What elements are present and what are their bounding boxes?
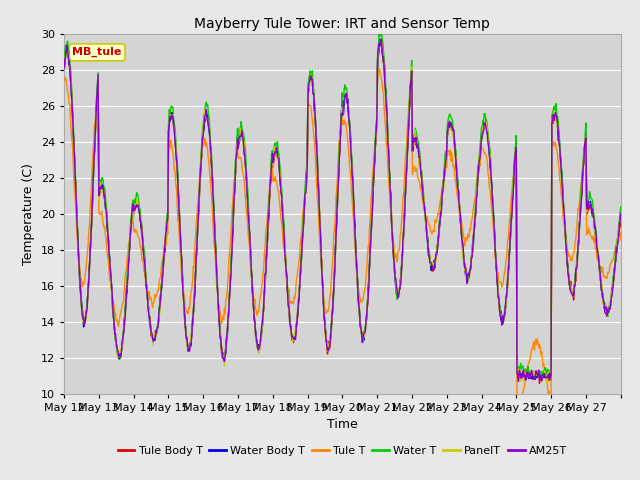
- Water T: [276, 166, 284, 171]
- AM25T: [515, 379, 522, 384]
- PanelT: [401, 217, 408, 223]
- Water Body T: [228, 250, 236, 255]
- Tule T: [401, 173, 408, 179]
- AM25T: [255, 344, 263, 350]
- PanelT: [377, 36, 385, 42]
- Tule Body T: [255, 349, 263, 355]
- PanelT: [543, 381, 551, 386]
- Tule T: [374, 66, 381, 72]
- Line: Tule Body T: Tule Body T: [64, 42, 621, 383]
- Water T: [378, 30, 385, 36]
- Water T: [531, 374, 538, 380]
- Water Body T: [543, 376, 550, 382]
- Water Body T: [376, 36, 383, 42]
- AM25T: [228, 252, 236, 258]
- Tule T: [276, 208, 284, 214]
- Tule Body T: [378, 39, 385, 45]
- Text: MB_tule: MB_tule: [72, 47, 122, 58]
- Tule Body T: [125, 250, 133, 255]
- Title: Mayberry Tule Tower: IRT and Sensor Temp: Mayberry Tule Tower: IRT and Sensor Temp: [195, 17, 490, 31]
- Water Body T: [401, 216, 408, 222]
- PanelT: [255, 348, 263, 354]
- Water T: [125, 240, 133, 246]
- Line: Water T: Water T: [64, 33, 621, 377]
- Tule Body T: [228, 246, 236, 252]
- Tule T: [228, 217, 236, 223]
- AM25T: [617, 211, 625, 217]
- PanelT: [125, 244, 133, 250]
- Water Body T: [432, 257, 440, 263]
- Water T: [228, 249, 236, 254]
- PanelT: [228, 247, 236, 252]
- PanelT: [432, 255, 440, 261]
- Tule Body T: [60, 66, 68, 72]
- Tule T: [432, 219, 440, 225]
- Water Body T: [125, 248, 133, 254]
- Water T: [617, 204, 625, 210]
- AM25T: [432, 255, 440, 261]
- AM25T: [276, 179, 284, 185]
- Y-axis label: Temperature (C): Temperature (C): [22, 163, 35, 264]
- Line: PanelT: PanelT: [64, 39, 621, 384]
- Line: Tule T: Tule T: [64, 69, 621, 408]
- Tule T: [125, 239, 133, 244]
- X-axis label: Time: Time: [327, 418, 358, 431]
- Tule Body T: [276, 183, 284, 189]
- AM25T: [401, 212, 408, 218]
- Tule Body T: [401, 214, 408, 220]
- AM25T: [377, 36, 385, 42]
- Water Body T: [60, 64, 68, 70]
- Tule Body T: [536, 380, 543, 386]
- Water T: [60, 59, 68, 64]
- Water Body T: [617, 213, 625, 218]
- Water Body T: [276, 176, 284, 181]
- Tule T: [513, 405, 521, 410]
- PanelT: [617, 213, 625, 218]
- Tule T: [60, 77, 68, 83]
- PanelT: [276, 173, 284, 179]
- AM25T: [60, 66, 68, 72]
- Water Body T: [255, 343, 263, 349]
- Tule T: [617, 237, 625, 243]
- AM25T: [125, 249, 133, 255]
- Line: Water Body T: Water Body T: [64, 39, 621, 379]
- Water T: [255, 343, 263, 348]
- Tule T: [255, 302, 263, 308]
- Tule Body T: [432, 252, 440, 258]
- PanelT: [60, 64, 68, 70]
- Water T: [401, 210, 408, 216]
- Legend: Tule Body T, Water Body T, Tule T, Water T, PanelT, AM25T: Tule Body T, Water Body T, Tule T, Water…: [113, 441, 572, 460]
- Water T: [432, 255, 440, 261]
- Line: AM25T: AM25T: [64, 39, 621, 382]
- Tule Body T: [617, 216, 625, 221]
